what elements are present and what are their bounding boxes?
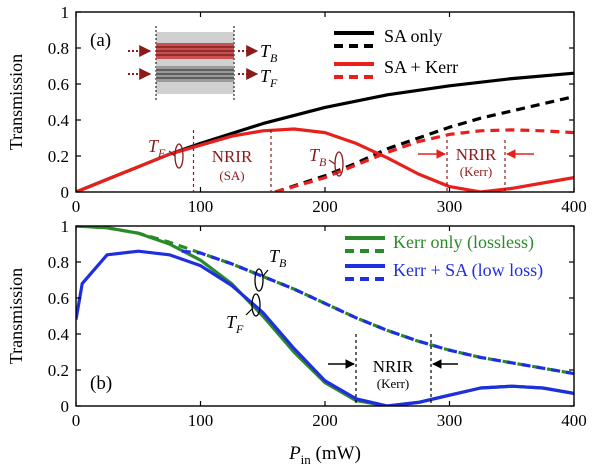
- nrir-kerr-b-sub: (Kerr): [377, 376, 409, 391]
- y-tick-label-b-5: 1: [61, 217, 70, 236]
- x-tick-label-b-2: 200: [312, 411, 338, 430]
- legend-a-entry-2: SA + Kerr: [384, 57, 458, 77]
- legend-b-entry-1: Kerr only (lossless): [393, 232, 534, 253]
- panel-a: 0 100 200 300 400 0 0.2 0.4 0.6 0.8 1 TB TF (a): [6, 3, 587, 216]
- x-tick-label-a-3: 300: [437, 197, 463, 216]
- inset-slab: [156, 32, 234, 94]
- y-tick-label-a-4: 0.8: [48, 39, 69, 58]
- y-tick-label-a-1: 0.2: [48, 147, 69, 166]
- panel-b-ylabel: Transmission: [6, 268, 26, 364]
- panel-a-label: (a): [90, 30, 111, 51]
- panel-a-curve-labels: TF TB: [148, 136, 344, 177]
- panel-a-ylabel: Transmission: [6, 54, 26, 150]
- x-tick-label-a-1: 100: [188, 197, 214, 216]
- y-tick-label-b-0: 0: [61, 397, 70, 416]
- panel-b-curves: [76, 226, 574, 406]
- series-line-a-3: [76, 127, 574, 192]
- x-axis-label: Pin (mW): [288, 443, 361, 467]
- y-tick-label-b-4: 0.8: [48, 253, 69, 272]
- panel-b-ticks: 0 100 200 300 400 0 0.2 0.4 0.6 0.8 1: [48, 217, 587, 430]
- x-tick-label-a-2: 200: [312, 197, 338, 216]
- inset-schematic: TB TF: [128, 26, 278, 100]
- y-tick-label-b-1: 0.2: [48, 361, 69, 380]
- nrir-kerr-b-annotation: NRIR (Kerr): [328, 334, 458, 406]
- x-tick-label-b-3: 300: [437, 411, 463, 430]
- curve-label-tb-b: TB: [269, 246, 287, 270]
- nrir-kerr-a-sub: (Kerr): [460, 164, 492, 179]
- y-tick-label-b-2: 0.4: [48, 325, 70, 344]
- nrir-kerr-b-label: NRIR: [373, 357, 414, 376]
- legend-b-entry-2: Kerr + SA (low loss): [393, 260, 543, 281]
- nrir-sa-annotation: NRIR (SA): [192, 130, 272, 192]
- series-line-a-4: [274, 128, 574, 192]
- panel-b-label: (b): [90, 373, 112, 394]
- curve-label-tf-b: TF: [226, 312, 244, 336]
- x-tick-label-a-0: 0: [72, 197, 81, 216]
- nrir-sa-label: NRIR: [212, 147, 253, 166]
- series-line-a-2: [274, 95, 574, 192]
- panel-a-legend: SA only SA + Kerr: [334, 26, 458, 79]
- y-tick-label-a-5: 1: [61, 3, 70, 22]
- panel-b-curve-labels: TB TF: [226, 246, 287, 336]
- y-tick-label-a-3: 0.6: [48, 75, 69, 94]
- y-tick-label-b-3: 0.6: [48, 289, 69, 308]
- series-line-b-3: [76, 249, 574, 406]
- x-tick-label-b-0: 0: [72, 411, 81, 430]
- panel-a-curves: [76, 71, 574, 192]
- panel-b-legend: Kerr only (lossless) Kerr + SA (low loss…: [345, 232, 543, 281]
- nrir-kerr-a-annotation: NRIR (Kerr): [418, 140, 534, 192]
- curve-label-tb-a: TB: [309, 145, 327, 169]
- nrir-kerr-a-label: NRIR: [456, 145, 497, 164]
- y-tick-label-a-0: 0: [61, 183, 70, 202]
- x-tick-label-b-1: 100: [188, 411, 214, 430]
- nrir-sa-sub: (SA): [219, 168, 244, 183]
- y-tick-label-a-2: 0.4: [48, 111, 70, 130]
- x-tick-label-a-4: 400: [561, 197, 587, 216]
- x-tick-label-b-4: 400: [561, 411, 587, 430]
- inset-label-tf: TF: [260, 66, 278, 90]
- curve-label-tf-a: TF: [148, 136, 166, 160]
- panel-a-ticks: 0 100 200 300 400 0 0.2 0.4 0.6 0.8 1: [48, 3, 587, 216]
- legend-a-entry-1: SA only: [384, 26, 443, 46]
- panel-b: 0 100 200 300 400 0 0.2 0.4 0.6 0.8 1 (b) Kerr onl…: [6, 217, 587, 467]
- inset-label-tb: TB: [260, 41, 278, 65]
